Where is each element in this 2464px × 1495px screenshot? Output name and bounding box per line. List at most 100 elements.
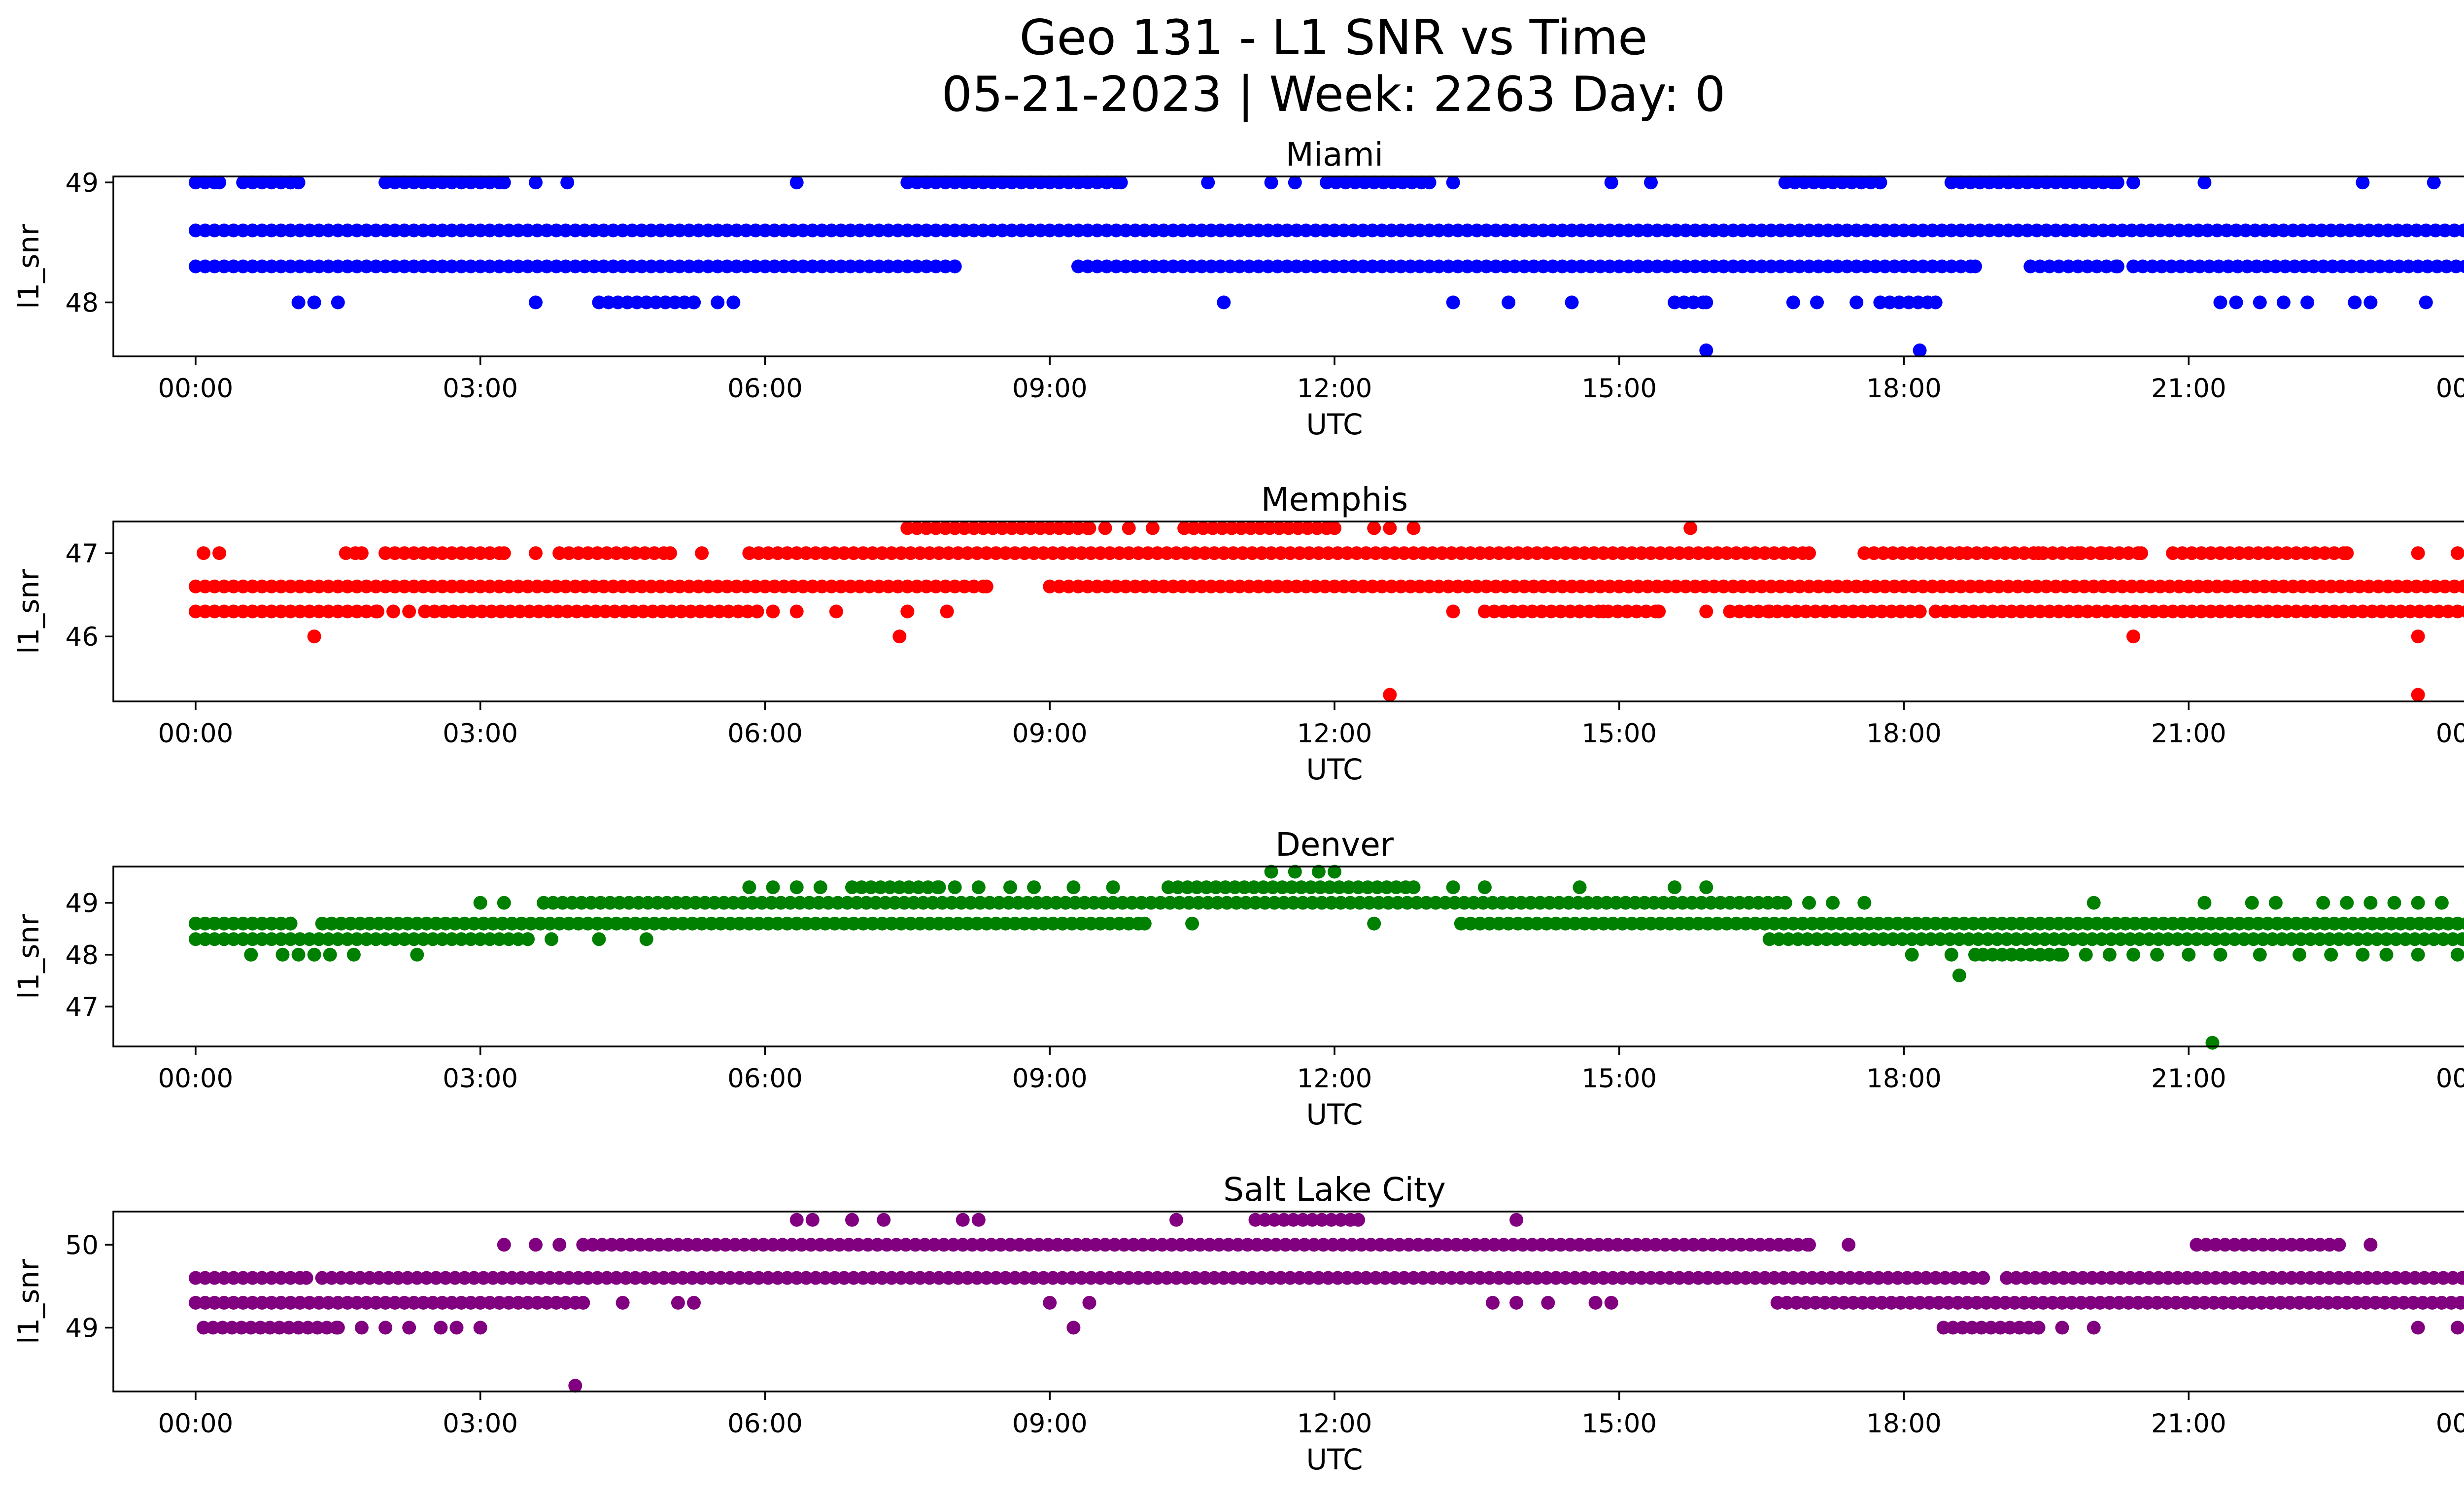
scatter-point — [646, 604, 660, 619]
scatter-point — [312, 579, 326, 593]
scatter-point — [1059, 896, 1073, 910]
scatter-point — [2134, 223, 2148, 238]
scatter-point — [1894, 1296, 1908, 1310]
scatter-point — [312, 223, 326, 238]
y-axis-label: l1_snr — [12, 914, 45, 999]
scatter-point — [1416, 1271, 1430, 1285]
scatter-point — [1886, 546, 1900, 560]
scatter-point — [1487, 1238, 1502, 1252]
scatter-point — [767, 223, 782, 238]
scatter-point — [1944, 947, 1958, 962]
scatter-point — [578, 259, 592, 274]
y-axis-label: l1_snr — [12, 569, 45, 654]
scatter-point — [1137, 223, 1152, 238]
scatter-point — [207, 223, 222, 238]
scatter-point — [585, 1238, 600, 1252]
scatter-point — [2020, 175, 2034, 190]
subplot-title: Salt Lake City — [1223, 1171, 1446, 1209]
scatter-point — [805, 1213, 820, 1227]
scatter-point — [2213, 295, 2227, 310]
scatter-point — [1346, 259, 1361, 274]
scatter-point — [622, 896, 636, 910]
scatter-point — [2459, 1271, 2464, 1285]
scatter-point — [2431, 604, 2446, 619]
scatter-point — [464, 175, 478, 190]
scatter-point — [1762, 604, 1777, 619]
scatter-point — [2383, 259, 2396, 274]
scatter-point — [701, 579, 715, 593]
scatter-point — [2223, 916, 2237, 931]
scatter-point — [1807, 175, 1821, 190]
scatter-point — [1502, 1271, 1516, 1285]
scatter-point — [2115, 579, 2129, 593]
scatter-point — [2183, 259, 2197, 274]
scatter-point — [888, 896, 902, 910]
scatter-point — [1349, 546, 1364, 560]
scatter-point — [979, 579, 993, 593]
scatter-point — [1540, 1271, 1554, 1285]
scatter-point — [1584, 579, 1598, 593]
scatter-point — [720, 259, 734, 274]
scatter-point — [524, 916, 538, 931]
scatter-point — [1754, 579, 1769, 593]
scatter-point — [578, 223, 592, 238]
scatter-point — [2280, 546, 2294, 560]
scatter-point — [2387, 1296, 2401, 1310]
scatter-point — [1502, 916, 1516, 931]
scatter-point — [1810, 932, 1824, 946]
scatter-point — [668, 295, 682, 310]
scatter-point — [2363, 259, 2378, 274]
scatter-point — [369, 579, 383, 593]
scatter-point — [1489, 579, 1503, 593]
scatter-point — [446, 604, 461, 619]
scatter-point — [907, 896, 921, 910]
scatter-point — [2096, 579, 2110, 593]
scatter-point — [957, 175, 971, 190]
scatter-point — [2251, 546, 2265, 560]
scatter-point — [1003, 880, 1017, 895]
scatter-point — [1568, 916, 1582, 931]
scatter-point — [1081, 579, 1095, 593]
scatter-point — [1729, 546, 1744, 560]
scatter-point — [371, 604, 384, 619]
scatter-point — [761, 1271, 775, 1285]
scatter-point — [758, 223, 772, 238]
scatter-point — [331, 932, 345, 946]
scatter-point — [1273, 546, 1288, 560]
scatter-point — [1507, 579, 1522, 593]
scatter-point — [1990, 932, 2004, 946]
scatter-point — [1074, 546, 1089, 560]
scatter-point — [2066, 1271, 2080, 1285]
scatter-point — [1788, 175, 1802, 190]
scatter-point — [2356, 604, 2370, 619]
scatter-point — [1137, 916, 1152, 931]
scatter-point — [2340, 1296, 2354, 1310]
scatter-point — [998, 1271, 1013, 1285]
scatter-point — [1924, 546, 1938, 560]
scatter-point — [2014, 947, 2028, 962]
scatter-point — [2093, 1296, 2107, 1310]
scatter-point — [1299, 223, 1313, 238]
scatter-point — [1715, 1238, 1729, 1252]
scatter-point — [1736, 259, 1750, 274]
scatter-point — [1337, 579, 1351, 593]
scatter-point — [255, 1296, 269, 1310]
scatter-point — [1691, 916, 1706, 931]
scatter-point — [198, 223, 212, 238]
scatter-point — [1778, 896, 1792, 910]
scatter-point — [343, 1271, 358, 1285]
scatter-point — [1226, 546, 1240, 560]
scatter-point — [1979, 546, 1993, 560]
scatter-point — [1935, 579, 1949, 593]
scatter-point — [2403, 916, 2417, 931]
scatter-point — [742, 1271, 756, 1285]
scatter-point — [2012, 1321, 2026, 1335]
scatter-point — [1536, 259, 1550, 274]
scatter-point — [1660, 579, 1674, 593]
scatter-point — [448, 916, 462, 931]
scatter-point — [197, 1321, 210, 1335]
scatter-point — [1021, 896, 1035, 910]
scatter-point — [1818, 604, 1832, 619]
scatter-point — [303, 1296, 316, 1310]
scatter-point — [1400, 896, 1414, 910]
